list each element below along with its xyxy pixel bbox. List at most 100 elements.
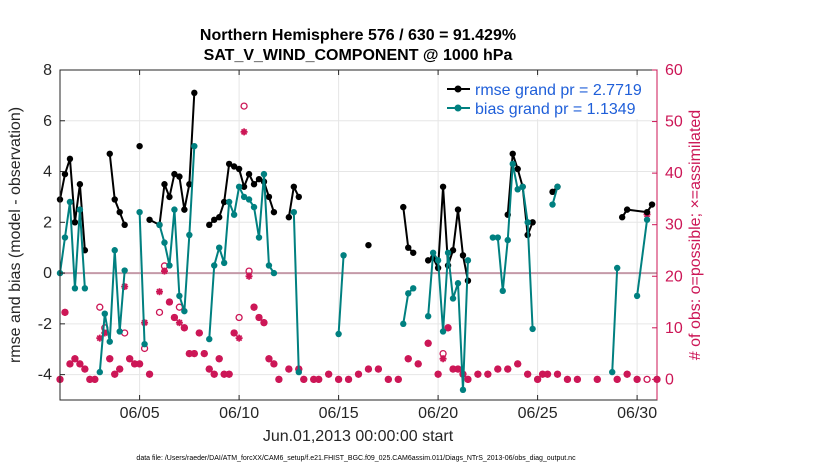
rmse-point — [400, 203, 407, 211]
obs-assimilated-marker — [136, 360, 144, 368]
obs-assimilated-marker — [195, 329, 203, 337]
rmse-point — [265, 193, 273, 201]
rmse-point — [216, 214, 223, 221]
rmse-point — [529, 219, 536, 226]
bias-point — [211, 262, 218, 269]
rmse-point — [111, 196, 118, 203]
bias-point — [295, 368, 302, 376]
obs-assimilated-marker — [76, 360, 84, 368]
rmse-point — [181, 206, 188, 213]
obs-assimilated-marker — [205, 365, 213, 373]
bias-point — [609, 368, 616, 376]
bias-point — [335, 330, 342, 338]
obs-assimilated-marker — [255, 314, 263, 321]
rmse-point — [171, 170, 178, 178]
bias-line — [611, 267, 619, 373]
bias-point — [225, 198, 233, 206]
obs-assimilated-marker — [394, 375, 402, 383]
obs-assimilated-marker — [434, 370, 442, 378]
bias-point — [71, 285, 79, 292]
obs-assimilated-marker — [96, 334, 104, 342]
obs-possible-marker — [643, 375, 651, 384]
obs-assimilated-marker — [260, 319, 268, 327]
obs-assimilated-marker — [156, 288, 163, 296]
plot-area: 06/05 06/10 06/15 06/20 06/25 06/30 -4 -2 0 2 4 6 8… — [38, 62, 683, 422]
bias-point — [220, 259, 228, 267]
y-tick-label-left: 6 — [43, 113, 52, 130]
bias-point — [121, 267, 128, 274]
y-tick-label-right: 60 — [665, 62, 683, 79]
obs-assimilated-marker — [210, 370, 218, 378]
bias-point — [434, 257, 442, 264]
bias-point — [410, 285, 417, 292]
y-tick-label-left: 2 — [43, 214, 52, 231]
bias-point — [549, 201, 556, 208]
obs-assimilated-marker — [250, 303, 258, 311]
y-axis-right-label: # of obs: o=possible; ×=assimilated — [687, 110, 704, 360]
obs-assimilated-marker — [61, 308, 69, 316]
obs-assimilated-marker — [106, 355, 114, 363]
rmse-point — [76, 181, 84, 188]
bias-point — [459, 386, 467, 394]
bias-point — [61, 234, 69, 241]
obs-assimilated-marker — [384, 375, 392, 383]
bias-point — [136, 208, 143, 216]
rmse-point — [255, 175, 263, 183]
bias-point — [509, 160, 516, 168]
bias-point — [240, 193, 248, 201]
rmse-point — [240, 183, 248, 190]
rmse-point — [285, 214, 293, 221]
rmse-point — [136, 142, 143, 150]
rmse-point — [121, 221, 128, 229]
bias-point — [514, 186, 521, 193]
obs-assimilated-marker — [335, 375, 343, 383]
obs-assimilated-marker — [524, 370, 532, 378]
bias-line — [337, 255, 345, 335]
rmse-point — [509, 150, 516, 157]
rmse-point — [146, 216, 153, 223]
rmse-point — [549, 188, 556, 196]
obs-assimilated-marker — [345, 375, 353, 383]
obs-assimilated-marker — [190, 350, 198, 358]
rmse-point — [220, 198, 228, 206]
chart-subtitle: SAT_V_WIND_COMPONENT @ 1000 hPa — [204, 47, 513, 64]
obs-assimilated-marker — [593, 375, 601, 383]
bias-point — [489, 234, 497, 241]
rmse-line — [59, 158, 86, 251]
obs-assimilated-marker — [230, 329, 238, 337]
legend-bias-marker — [454, 104, 462, 112]
rmse-point — [245, 170, 253, 178]
obs-assimilated-marker — [544, 370, 552, 378]
obs-assimilated-marker — [374, 365, 382, 373]
legend-box — [441, 77, 652, 119]
bias-point — [156, 221, 163, 229]
bias-point — [81, 285, 89, 292]
y-tick-label-right: 0 — [665, 371, 674, 388]
rmse-point — [648, 201, 656, 208]
bias-point — [235, 183, 243, 190]
obs-possible-marker — [235, 313, 243, 322]
data-file-footer: data file: /Users/raeder/DAI/ATM_forcXX/… — [136, 455, 576, 462]
bias-line — [138, 212, 146, 345]
obs-possible-marker — [155, 308, 164, 316]
bias-point — [245, 196, 253, 203]
x-tick-label: 06/25 — [518, 405, 558, 422]
bias-point — [265, 262, 273, 269]
x-axis-ticks: 06/05 06/10 06/15 06/20 06/25 06/30 — [120, 70, 657, 422]
rmse-point — [166, 193, 173, 201]
rmse-point — [161, 181, 168, 188]
bias-point — [96, 368, 104, 376]
bias-point — [116, 328, 123, 335]
bias-point — [216, 244, 223, 251]
obs-assimilated-marker — [160, 267, 168, 275]
y-tick-label-right: 20 — [665, 268, 683, 285]
bias-point — [111, 247, 118, 254]
obs-assimilated-marker — [444, 324, 452, 332]
obs-assimilated-marker — [285, 365, 293, 373]
bias-point — [454, 280, 462, 287]
obs-assimilated-marker — [439, 355, 447, 363]
rmse-point — [176, 173, 183, 180]
y-tick-label-left: -4 — [38, 367, 52, 384]
obs-assimilated-marker — [66, 360, 74, 368]
bias-point — [141, 340, 148, 348]
